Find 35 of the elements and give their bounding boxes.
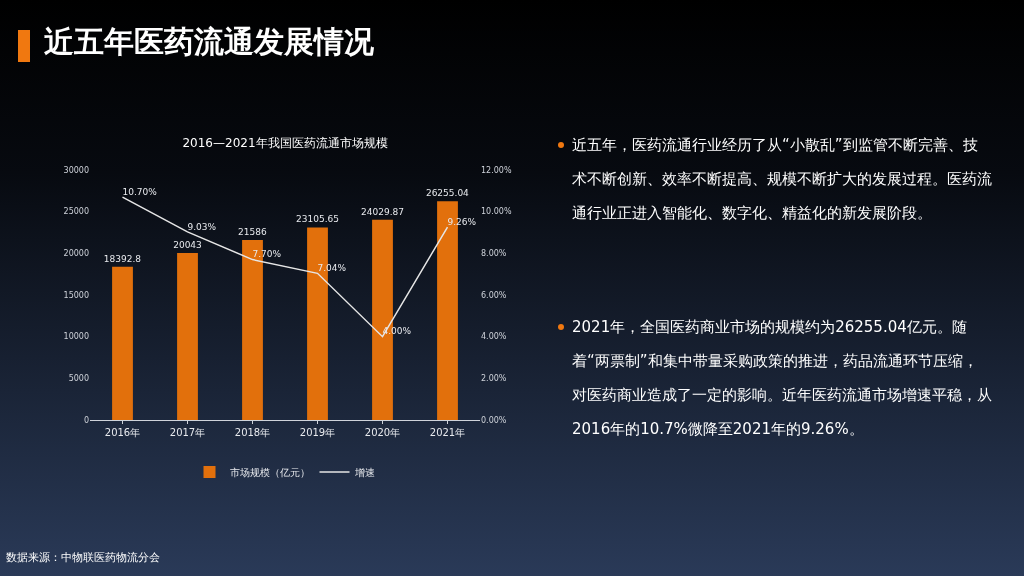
x-tick-label: 2019年 xyxy=(299,427,336,438)
data-label: 18392.8 xyxy=(103,253,142,264)
chart-subtitle: 2016—2021年我国医药流通市场规模 xyxy=(182,136,388,151)
y-tick-label: 15000 xyxy=(63,290,89,300)
chart-title: 近五年医药流通发展情况 xyxy=(44,23,374,61)
y-tick-label: 5000 xyxy=(68,374,89,384)
y2-tick-label: 12.00% xyxy=(481,165,512,175)
data-label: 21586 xyxy=(238,227,267,238)
data-label: 24029.87 xyxy=(361,206,404,217)
y2-tick-label: 8.00% xyxy=(481,249,507,259)
y2-tick-label: 4.00% xyxy=(481,332,507,342)
y-tick-label: 10000 xyxy=(63,332,89,342)
source-note: 数据来源：中物联医药物流分会 xyxy=(6,550,160,565)
y-tick-label: 25000 xyxy=(63,207,89,217)
y2-tick-label: 0.00% xyxy=(481,415,507,425)
y2-tick-label: 2.00% xyxy=(481,374,507,384)
data-label: 26255.04 xyxy=(425,188,470,199)
y2-tick-label: 10.00% xyxy=(481,207,512,217)
data-label: 10.70% xyxy=(122,186,158,197)
legend-label: 市场规模（亿元） xyxy=(229,466,310,478)
legend-label: 增速 xyxy=(353,466,375,478)
data-label: 23105.65 xyxy=(296,214,339,225)
y-tick-label: 0 xyxy=(83,415,89,425)
y2-tick-label: 6.00% xyxy=(481,290,507,300)
text: 2021年，全国医药商业市场的规模约为26255.04亿元。随着“两票制”和集中带量采购政策的推进，药品流通环节压缩，对医药商业造成了一定的影响。近年医药流通市场增速平稳，从2016年的10.7%微降至2021年的9.26%。 xyxy=(572,317,992,440)
data-label: 9.03% xyxy=(187,221,217,232)
x-tick-label: 2018年 xyxy=(234,427,271,438)
data-label: 20043 xyxy=(173,239,202,250)
x-tick-label: 2016年 xyxy=(104,427,141,438)
y-tick-label: 30000 xyxy=(63,165,89,175)
x-tick-label: 2021年 xyxy=(429,427,466,438)
x-tick-label: 2020年 xyxy=(364,427,401,438)
y-tick-label: 20000 xyxy=(63,249,89,259)
text: 近五年，医药流通行业经历了从“小散乱”到监管不断完善、技术不断创新、效率不断提高、规模不断扩大的发展过程。医药流通行业正进入智能化、数字化、精益化的新发展阶段。 xyxy=(572,135,992,224)
x-tick-label: 2017年 xyxy=(169,427,206,438)
